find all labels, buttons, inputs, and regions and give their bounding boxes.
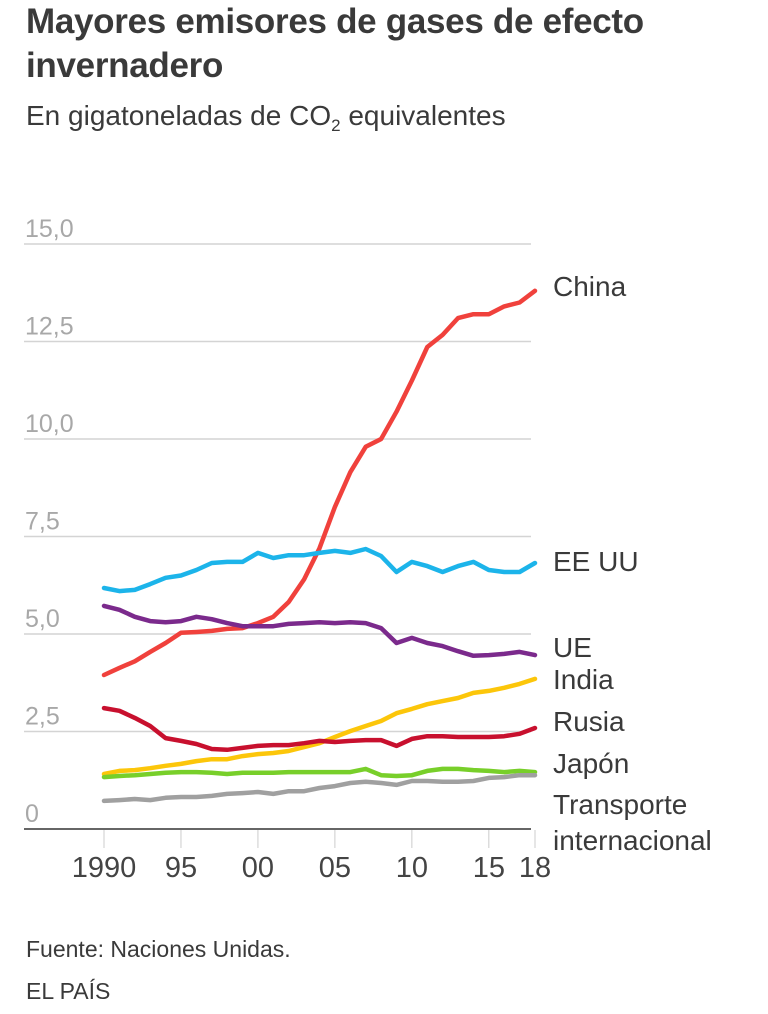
series-label: India [553,664,614,695]
series-label: UE [553,632,592,663]
series-label: Transporte [553,789,687,820]
y-tick-label: 2,5 [25,703,60,731]
y-tick-label: 15,0 [25,215,74,243]
series-line-ue [101,603,538,659]
series-label: internacional [553,825,712,856]
x-tick-label: 18 [519,852,551,884]
y-axis-ticks: 0 2,5 5,0 7,5 10,0 12,5 15,0 [25,215,74,828]
x-tick-label: 10 [396,852,428,884]
series-label: EE UU [553,546,639,577]
series-lines [101,288,538,804]
series-label: Rusia [553,706,625,737]
y-tick-label: 0 [25,800,39,828]
source-note: Fuente: Naciones Unidas. [26,936,291,962]
x-tick-label: 1990 [72,852,137,884]
y-tick-label: 12,5 [25,313,74,341]
series-line-transporte-internacional [101,772,538,804]
series-line-india [101,676,538,777]
line-chart: 02,55,07,510,012,515,0 1990 95 00 05 10 15 18 … [24,215,712,884]
subtitle-text: En gigatoneladas de CO [26,100,332,131]
series-line-china [101,288,538,678]
series-label: China [553,271,627,302]
x-tick-label: 00 [242,852,274,884]
brand-logo: EL PAÍS [26,978,111,1004]
x-tick-label: 95 [165,852,197,884]
gridlines [24,243,531,733]
y-tick-label: 10,0 [25,410,74,438]
series-line-rusia [101,705,538,753]
x-tick-label: 05 [319,852,351,884]
subtitle-tail: equivalentes [340,100,506,131]
series-line-japón [101,766,538,780]
y-tick-label: 5,0 [25,605,60,633]
x-axis: 1990 95 00 05 10 15 18 [24,828,551,884]
y-tick-label: 7,5 [25,508,60,536]
x-tick-label: 15 [473,852,505,884]
subtitle-subscript: 2 [331,116,341,135]
series-line-ee-uu [101,546,538,594]
series-label: Japón [553,748,629,779]
chart-subtitle: En gigatoneladas de CO2 equivalentes [26,96,506,136]
chart-title: Mayores emisores de gases de efecto inve… [26,2,644,85]
